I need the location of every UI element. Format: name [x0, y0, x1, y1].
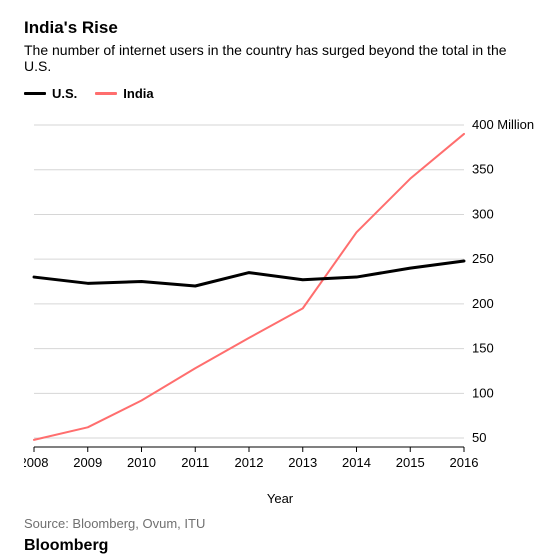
- line-chart-svg: 50 100 150 200 250 300 350 400 Million 2008 2009 2…: [24, 107, 536, 487]
- x-tick-label: 2008: [24, 455, 48, 470]
- x-axis-label: Year: [24, 491, 536, 506]
- y-tick-label: 300: [472, 206, 494, 221]
- brand-label: Bloomberg: [24, 537, 536, 555]
- legend-item-us: U.S.: [24, 86, 77, 101]
- legend-item-india: India: [95, 86, 153, 101]
- y-tick-label: 50: [472, 430, 486, 445]
- x-tick-label: 2010: [127, 455, 156, 470]
- source-text: Source: Bloomberg, Ovum, ITU: [24, 516, 536, 531]
- x-tick-label: 2014: [342, 455, 371, 470]
- chart-card: India's Rise The number of internet user…: [0, 0, 560, 546]
- legend-label-us: U.S.: [52, 86, 77, 101]
- y-tick-label: 100: [472, 385, 494, 400]
- x-tick-label: 2009: [73, 455, 102, 470]
- y-tick-label: 250: [472, 251, 494, 266]
- legend-label-india: India: [123, 86, 153, 101]
- chart-subtitle: The number of internet users in the coun…: [24, 42, 536, 74]
- chart-title: India's Rise: [24, 18, 536, 38]
- x-tick-label: 2016: [450, 455, 479, 470]
- legend: U.S. India: [24, 86, 536, 101]
- x-tick-label: 2012: [235, 455, 264, 470]
- series-line-india: [34, 134, 464, 440]
- y-tick-label: 350: [472, 162, 494, 177]
- y-tick-label: 200: [472, 296, 494, 311]
- legend-swatch-india: [95, 92, 117, 95]
- chart-area: 50 100 150 200 250 300 350 400 Million 2008 2009 2…: [24, 107, 536, 487]
- legend-swatch-us: [24, 92, 46, 95]
- x-tick-label: 2015: [396, 455, 425, 470]
- y-tick-label: 150: [472, 341, 494, 356]
- x-tick-label: 2011: [181, 455, 209, 470]
- x-tick-label: 2013: [288, 455, 317, 470]
- series-line-us: [34, 261, 464, 286]
- y-tick-label: 400 Million: [472, 117, 534, 132]
